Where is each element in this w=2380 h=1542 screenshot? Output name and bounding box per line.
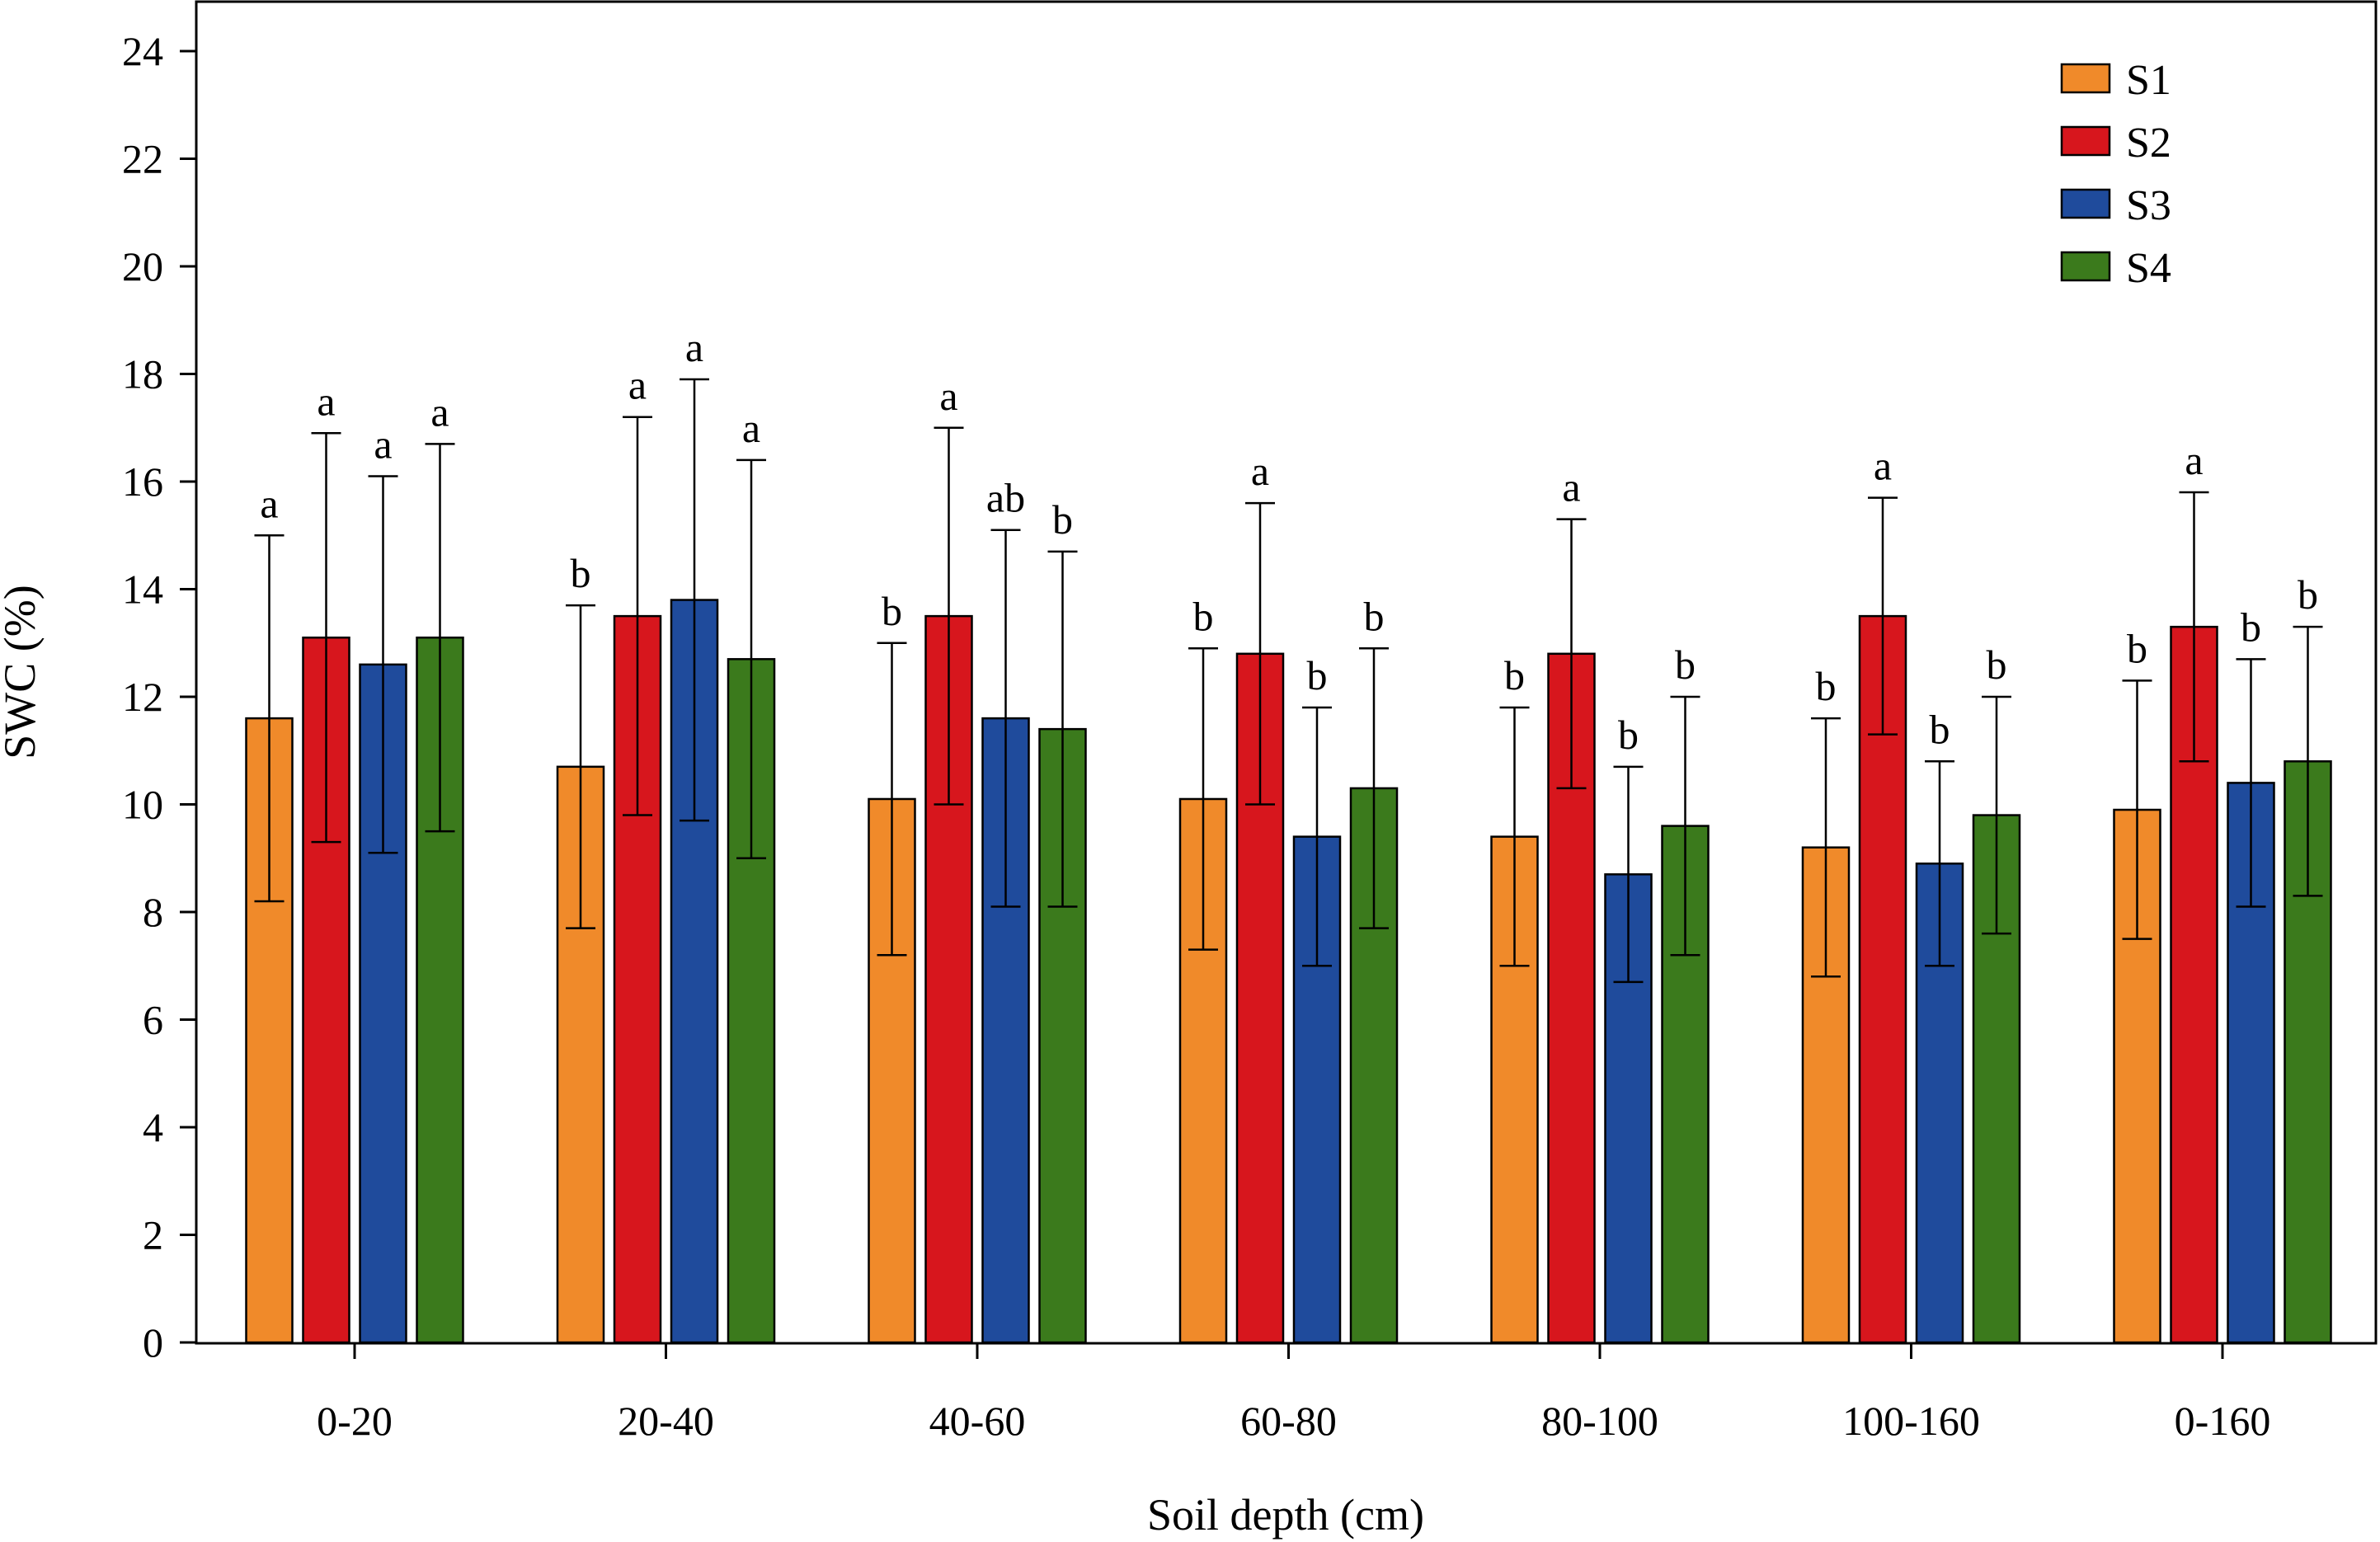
sig-letter-S1-0-20: a <box>260 480 278 526</box>
sig-letter-S4-100-160: b <box>1987 642 2007 688</box>
x-tick-label-1: 20-40 <box>618 1398 714 1444</box>
legend-label-S1: S1 <box>2126 57 2171 104</box>
bar-S1-60-80 <box>1178 797 1228 1344</box>
y-tick-label-12: 24 <box>122 28 163 74</box>
sig-letter-S3-0-20: a <box>374 421 392 467</box>
sig-letter-S2-40-60: a <box>939 373 957 419</box>
sig-letter-S3-80-100: b <box>1618 712 1639 758</box>
sig-letter-S2-0-160: a <box>2185 437 2203 483</box>
y-tick-label-4: 8 <box>143 889 163 935</box>
sig-letter-S2-80-100: a <box>1562 464 1580 510</box>
sig-letter-S1-20-40: b <box>571 550 591 596</box>
y-tick-label-6: 12 <box>122 674 163 720</box>
x-tick-label-2: 40-60 <box>929 1398 1026 1444</box>
sig-letter-S4-40-60: b <box>1052 496 1073 543</box>
sig-letter-S3-0-160: b <box>2241 604 2261 650</box>
y-tick-label-2: 4 <box>143 1104 163 1150</box>
x-tick-label-0: 0-20 <box>317 1398 393 1444</box>
legend-swatch-S4 <box>2060 251 2111 282</box>
x-axis-title: Soil depth (cm) <box>1147 1490 1424 1540</box>
sig-letter-S3-20-40: a <box>685 324 703 370</box>
plot-frame <box>195 0 2378 1345</box>
sig-letter-S2-60-80: a <box>1251 448 1269 494</box>
bar-S2-100-160 <box>1858 614 1907 1344</box>
y-tick-label-3: 6 <box>143 997 163 1043</box>
y-tick-label-7: 14 <box>122 566 163 613</box>
legend: S1 S2 S3 S4 <box>2060 57 2171 292</box>
plot-border <box>195 0 2378 1345</box>
x-tick-label-4: 80-100 <box>1541 1398 1658 1444</box>
x-tick-label-6: 0-160 <box>2175 1398 2271 1444</box>
sig-letter-S1-100-160: b <box>1816 663 1837 709</box>
y-tick-label-9: 18 <box>122 351 163 397</box>
sig-letter-S4-0-20: a <box>430 388 449 435</box>
y-tick-label-0: 0 <box>143 1319 163 1366</box>
legend-label-S4: S4 <box>2126 245 2171 292</box>
bar-S3-0-160 <box>2227 782 2275 1344</box>
y-tick-label-8: 16 <box>122 458 163 505</box>
y-tick-label-11: 22 <box>122 136 163 182</box>
error-bars <box>254 378 2323 984</box>
sig-letter-S4-20-40: a <box>742 405 760 451</box>
sig-letter-S4-0-160: b <box>2298 571 2318 618</box>
legend-swatch-S2 <box>2060 125 2111 157</box>
bar-S1-80-100 <box>1490 835 1539 1344</box>
sig-letter-S3-100-160: b <box>1930 706 1950 752</box>
sig-letter-S2-0-20: a <box>317 378 335 424</box>
sig-letter-S2-20-40: a <box>628 362 647 408</box>
legend-swatch-S3 <box>2060 188 2111 219</box>
sig-letter-S1-80-100: b <box>1504 652 1525 698</box>
sig-letter-S2-100-160: a <box>1874 443 1892 489</box>
legend-label-S3: S3 <box>2126 182 2171 229</box>
y-axis-title: SWC (%) <box>0 585 45 759</box>
sig-letter-S4-60-80: b <box>1364 593 1385 639</box>
x-axis: 0-20 20-40 40-60 60-80 80-100 100-160 0-160 <box>317 1342 2270 1444</box>
x-tick-label-3: 60-80 <box>1240 1398 1337 1444</box>
sig-letter-S1-60-80: b <box>1193 593 1214 639</box>
y-tick-label-1: 2 <box>143 1212 163 1258</box>
x-tick-label-5: 100-160 <box>1842 1398 1980 1444</box>
y-tick-label-10: 20 <box>122 243 163 289</box>
sig-letter-S4-80-100: b <box>1675 642 1696 688</box>
bars <box>245 599 2332 1344</box>
y-tick-label-5: 10 <box>122 782 163 828</box>
legend-swatch-S1 <box>2060 63 2111 94</box>
legend-label-S2: S2 <box>2126 120 2171 167</box>
sig-letter-S1-40-60: b <box>882 588 902 634</box>
sig-letter-S1-0-160: b <box>2127 625 2147 671</box>
sig-letter-S3-60-80: b <box>1307 652 1328 698</box>
sig-letter-S3-40-60: ab <box>986 475 1025 521</box>
